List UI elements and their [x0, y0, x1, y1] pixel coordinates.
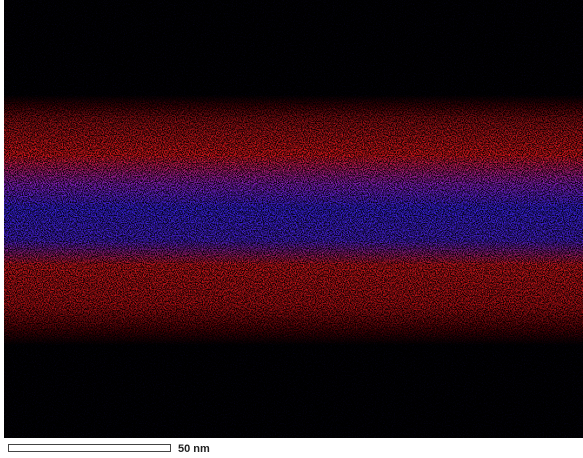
background-noise [4, 0, 583, 438]
scale-bar [8, 444, 171, 452]
scale-bar-label: 50 nm [178, 443, 210, 455]
